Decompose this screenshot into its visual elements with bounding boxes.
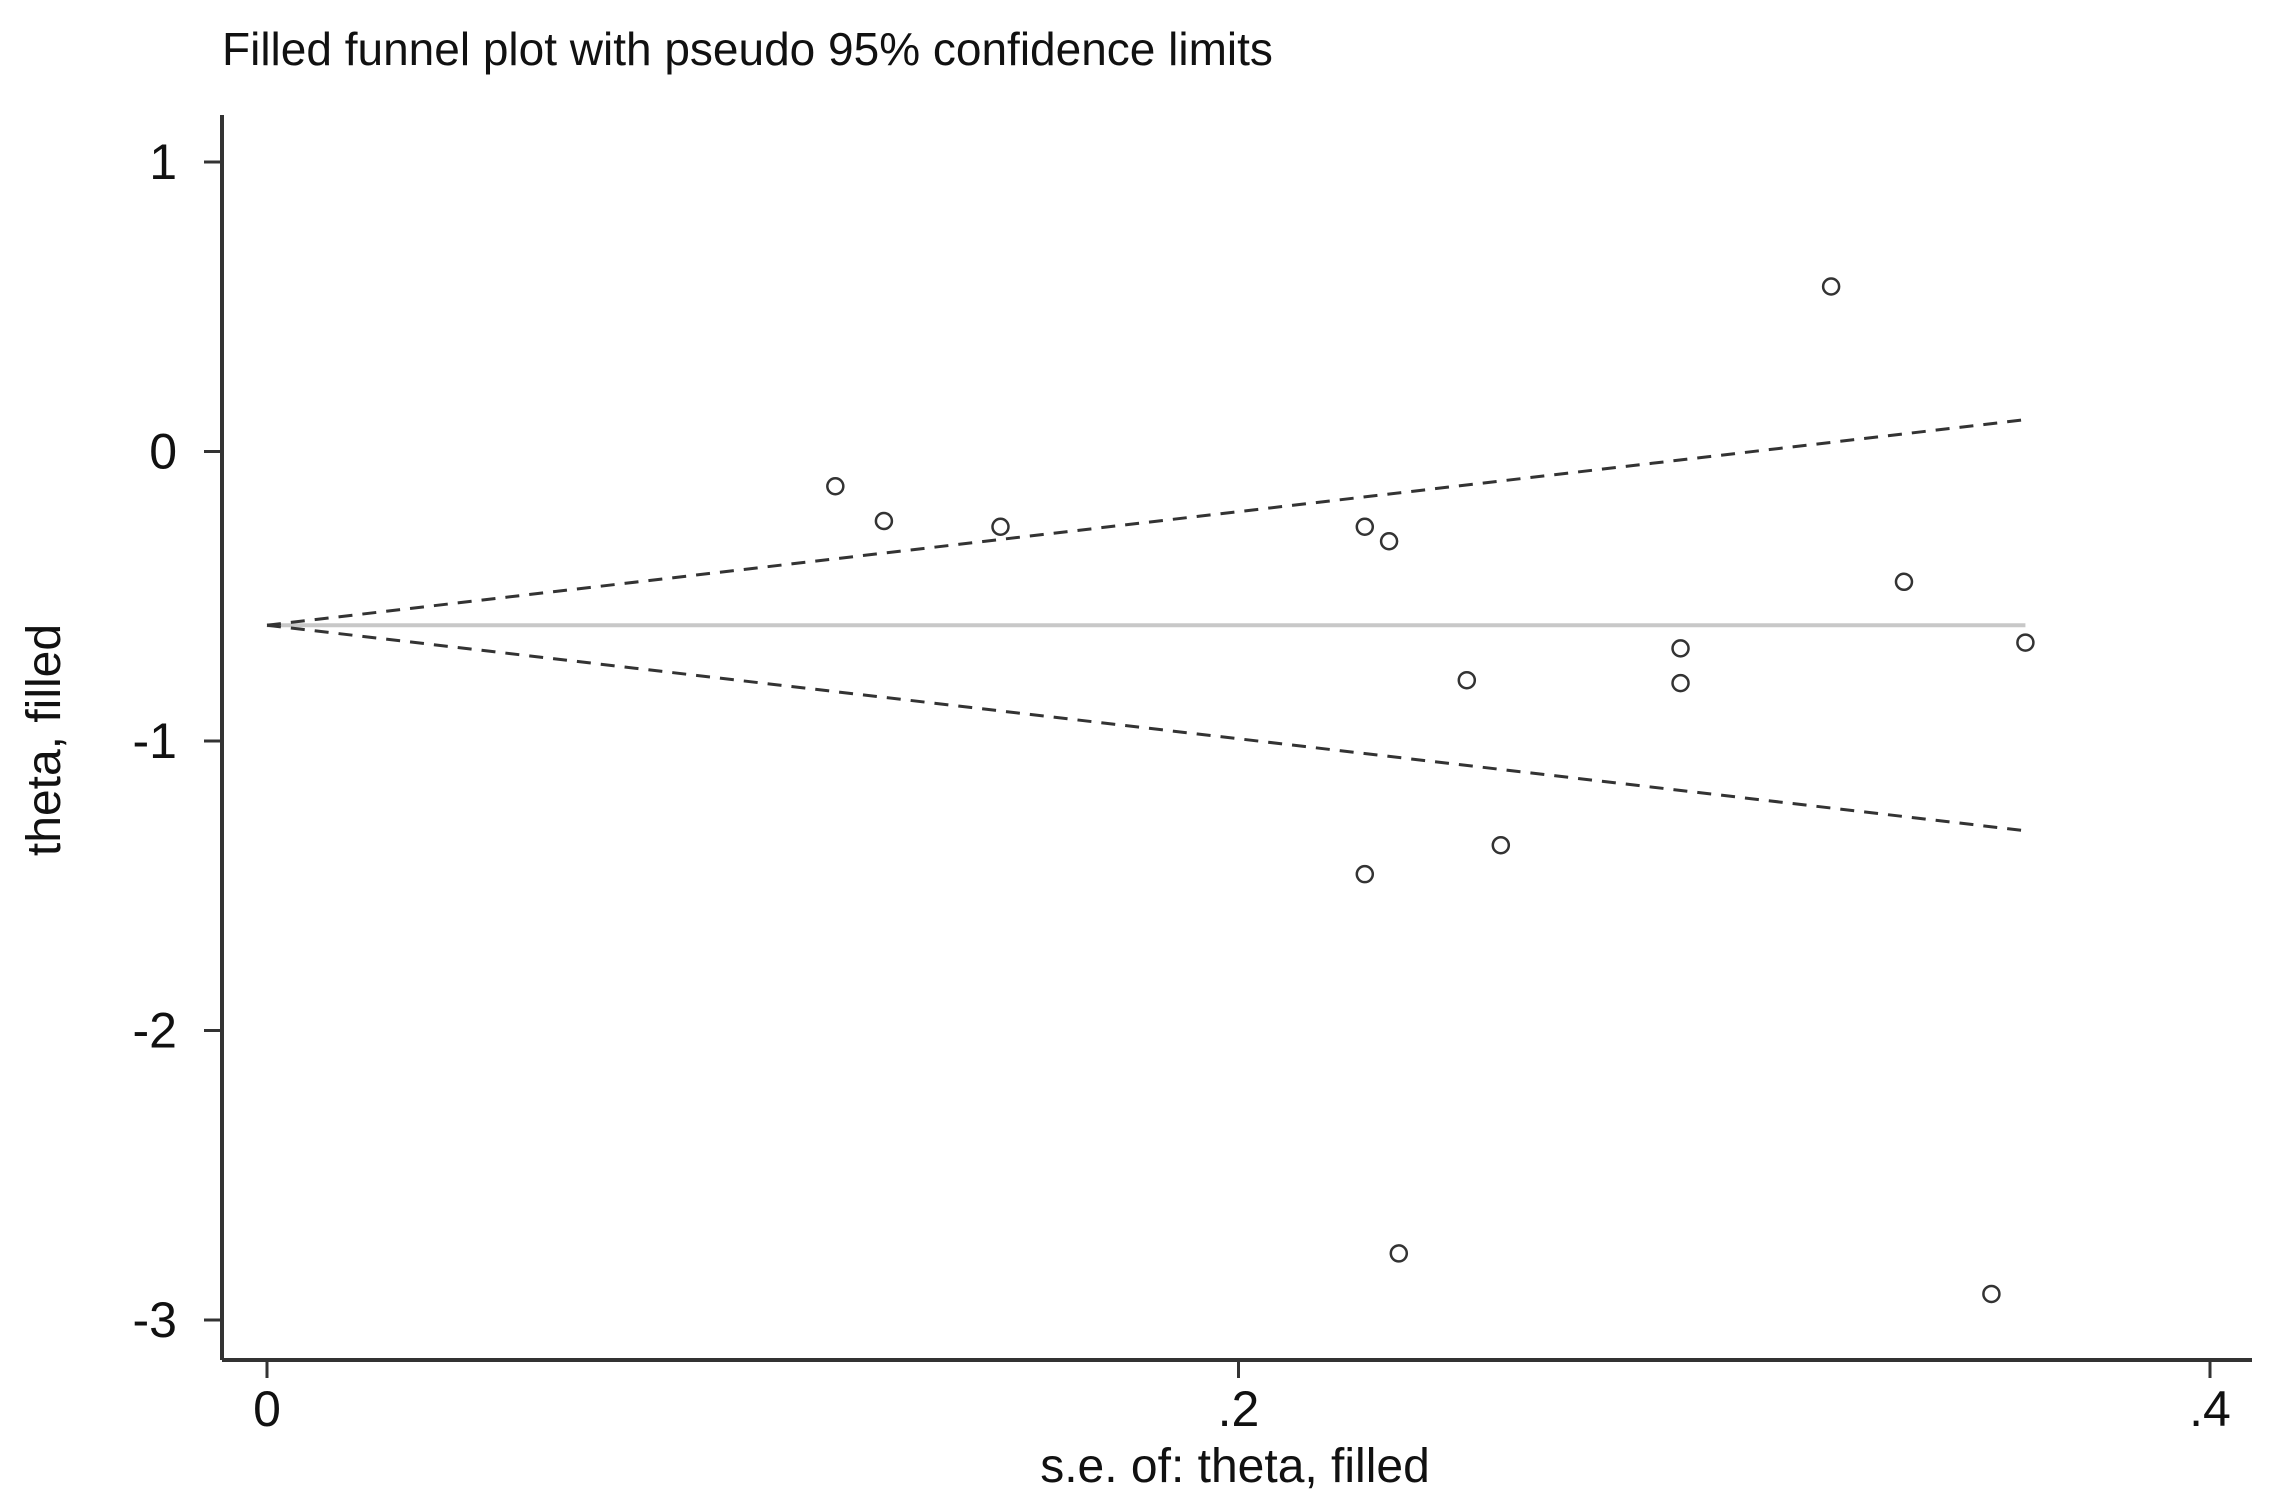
chart-title: Filled funnel plot with pseudo 95% confi…	[222, 23, 1273, 75]
x-tick-label: .2	[1218, 1381, 1260, 1437]
data-point	[1355, 517, 1375, 537]
data-point	[1982, 1284, 2001, 1304]
y-tick-label: 0	[149, 424, 177, 480]
data-point	[1457, 670, 1477, 690]
data-point	[874, 511, 894, 531]
data-point	[1389, 1244, 1409, 1263]
data-points	[826, 277, 2035, 1304]
reference-lines	[266, 418, 2026, 833]
data-point	[1821, 277, 1841, 296]
data-point	[1491, 835, 1511, 855]
axes: 1 0 -1 -2 -3 0 .2 .4	[133, 115, 2252, 1437]
data-point	[1894, 572, 1914, 592]
data-point	[1671, 673, 1690, 693]
x-axis-label: s.e. of: theta, filled	[1040, 1440, 1430, 1493]
y-tick-label: -3	[133, 1292, 177, 1348]
y-tick-label: 1	[149, 134, 177, 190]
x-tick-label: 0	[253, 1381, 281, 1437]
lower-confidence-limit	[266, 623, 2026, 833]
data-point	[1355, 864, 1375, 884]
data-point	[826, 476, 845, 496]
data-point	[1671, 639, 1690, 658]
data-point	[991, 517, 1010, 537]
y-tick-label: -1	[133, 713, 177, 769]
data-point	[1379, 531, 1399, 551]
data-point	[2016, 633, 2035, 652]
x-tick-label: .4	[2189, 1381, 2231, 1437]
y-axis-label: theta, filled	[18, 624, 71, 856]
y-tick-label: -2	[133, 1003, 177, 1059]
upper-confidence-limit	[266, 418, 2026, 627]
